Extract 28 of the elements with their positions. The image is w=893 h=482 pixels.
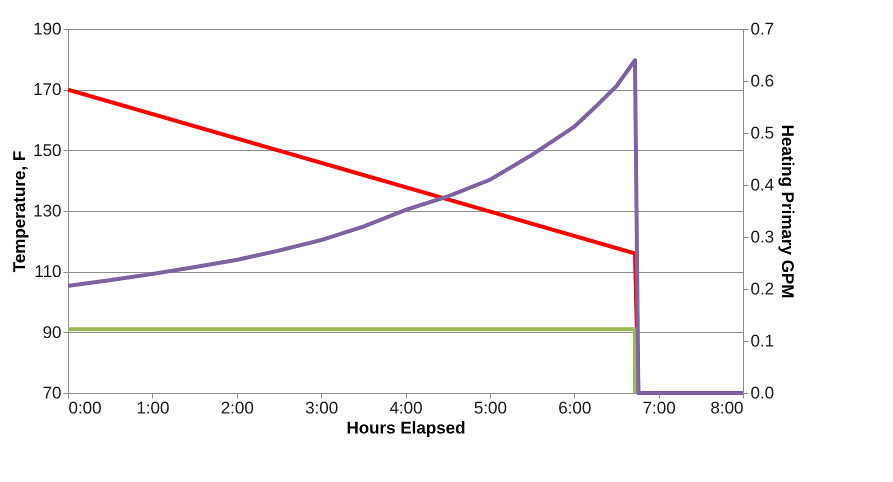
y-tick-label: 170 bbox=[33, 80, 62, 100]
y2-tick-label: 0.5 bbox=[750, 124, 774, 142]
y2-tick-label: 0.4 bbox=[750, 176, 774, 194]
y2-tick-label: 0.0 bbox=[750, 384, 774, 402]
y2-tick-label: 0.3 bbox=[750, 228, 774, 246]
x-tick-label: 0:00 bbox=[68, 398, 102, 418]
y2-tick-label: 0.7 bbox=[750, 20, 774, 38]
y-axis-title: Temperature, F bbox=[10, 150, 30, 272]
y2-tick-label: 0.2 bbox=[750, 280, 774, 298]
y2-tick-label: 0.1 bbox=[750, 332, 774, 350]
x-tick-label: 7:00 bbox=[642, 398, 676, 418]
y-tick-label: 150 bbox=[33, 140, 62, 160]
y-tick-label: 190 bbox=[33, 20, 62, 38]
y-tick-label: 130 bbox=[33, 202, 62, 220]
x-tick-label: 2:00 bbox=[220, 398, 254, 418]
x-tick-label: 1:00 bbox=[136, 398, 170, 418]
x-tick-label: 5:00 bbox=[474, 398, 507, 418]
y-tick-label: 110 bbox=[34, 262, 62, 282]
y2-tick-label: 0.6 bbox=[750, 72, 774, 90]
x-tick-label: 4:00 bbox=[389, 398, 423, 418]
y2-axis-title: Heating Primary GPM bbox=[778, 124, 798, 298]
y-tick-label: 90 bbox=[42, 322, 62, 342]
x-tick-label: 8:00 bbox=[710, 398, 744, 418]
y-tick-label: 70 bbox=[42, 384, 62, 402]
line-series bbox=[66, 58, 745, 395]
x-axis-title: Hours Elapsed bbox=[346, 418, 466, 438]
x-tick-label: 6:00 bbox=[558, 398, 592, 418]
x-tick-label: 3:00 bbox=[305, 398, 338, 418]
